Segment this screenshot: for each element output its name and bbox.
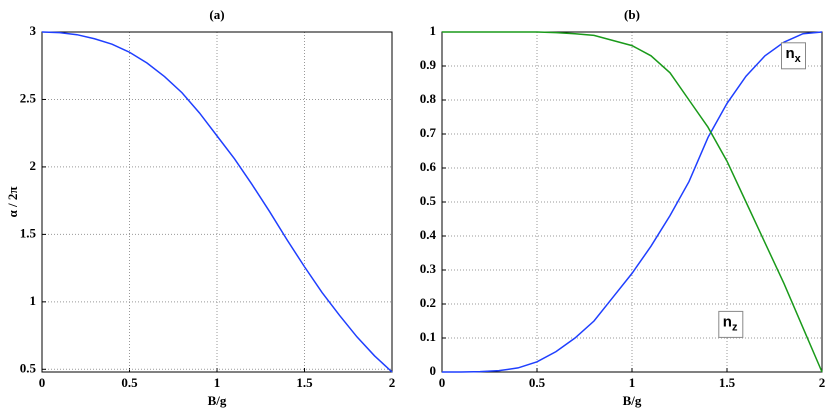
y-tick-label: 0.5 xyxy=(420,193,437,208)
x-tick-label: 1 xyxy=(214,375,221,390)
y-axis-label: α / 2π xyxy=(5,187,20,218)
annotation-sub: z xyxy=(732,321,738,333)
y-tick-label: 0.4 xyxy=(420,227,437,242)
annotation-base: n xyxy=(723,313,732,330)
y-tick-label: 0.5 xyxy=(20,360,37,375)
x-axis-label: B/g xyxy=(623,393,642,408)
x-tick-label: 1.5 xyxy=(719,375,736,390)
y-tick-label: 1 xyxy=(430,23,437,38)
y-tick-label: 0.6 xyxy=(420,159,437,174)
y-tick-label: 3 xyxy=(30,23,37,38)
plot-area xyxy=(42,32,392,372)
data-line xyxy=(442,31,823,373)
y-tick-label: 0.8 xyxy=(420,91,437,106)
y-tick-label: 0.7 xyxy=(420,125,437,140)
y-tick-label: 1 xyxy=(30,293,37,308)
y-tick-label: 2.5 xyxy=(20,90,37,105)
annotation-sub: x xyxy=(795,53,802,65)
plot-frame xyxy=(441,31,823,373)
y-tick-label: 0.1 xyxy=(420,329,436,344)
annotation-box xyxy=(718,310,744,338)
x-tick-label: 0 xyxy=(439,375,446,390)
y-tick-label: 0 xyxy=(430,363,437,378)
y-tick-label: 0.9 xyxy=(420,57,437,72)
x-tick-label: 2 xyxy=(389,375,396,390)
chart-title: (b) xyxy=(624,7,640,22)
y-tick-label: 0.3 xyxy=(420,261,437,276)
x-axis-label: B/g xyxy=(208,393,227,408)
y-tick-label: 2 xyxy=(30,158,37,173)
annotation-box xyxy=(781,42,806,70)
x-tick-label: 2 xyxy=(819,375,826,390)
y-tick-label: 0.2 xyxy=(420,295,436,310)
y-tick-label: 1.5 xyxy=(20,225,37,240)
x-tick-label: 0.5 xyxy=(529,375,546,390)
annotation-base: n xyxy=(786,45,795,62)
annotation: nx xyxy=(786,45,802,65)
annotation: nz xyxy=(723,313,738,333)
data-line xyxy=(41,31,393,373)
plot-frame xyxy=(41,31,393,373)
data-line xyxy=(442,31,823,373)
chart-title: (a) xyxy=(209,7,224,22)
x-tick-label: 0 xyxy=(39,375,46,390)
x-tick-label: 0.5 xyxy=(121,375,138,390)
x-tick-label: 1 xyxy=(629,375,636,390)
x-tick-label: 1.5 xyxy=(296,375,313,390)
